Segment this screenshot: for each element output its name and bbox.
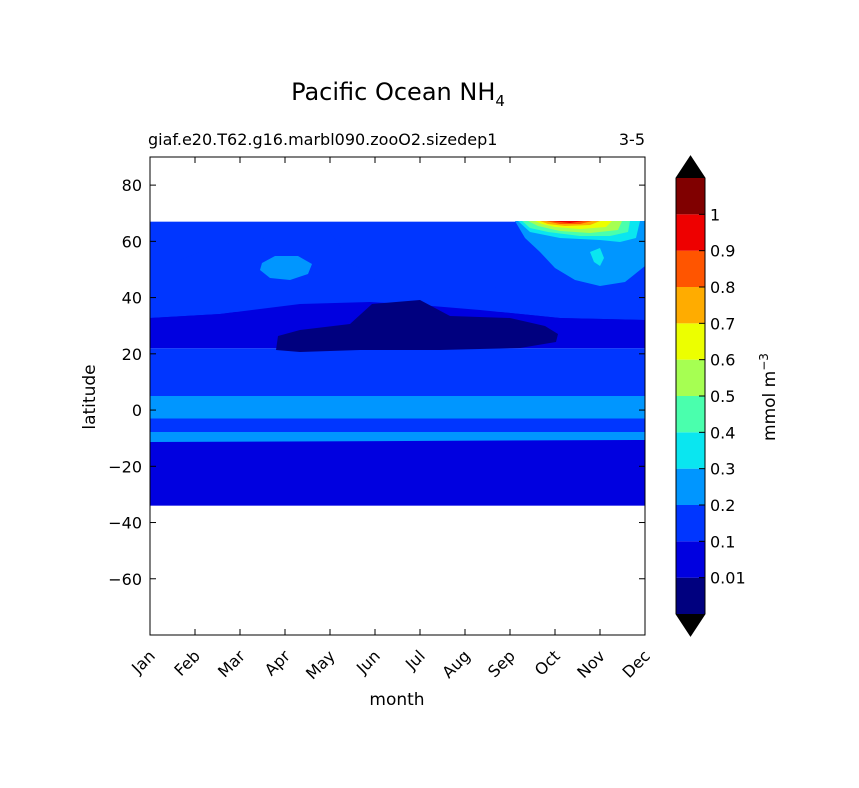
colorbar-segment (676, 577, 705, 614)
y-tick-label: −60 (108, 570, 142, 589)
colorbar-tick-label: 0.2 (710, 496, 735, 515)
colorbar-segment (676, 214, 705, 251)
y-tick-label: 80 (122, 176, 142, 195)
y-tick-label: −40 (108, 514, 142, 533)
x-tick-label: Dec (618, 646, 653, 681)
colorbar-outline (675, 155, 706, 637)
colorbar-extend-under (676, 614, 705, 636)
colorbar-segment (676, 359, 705, 396)
colorbar-tick-label: 0.1 (710, 532, 735, 551)
contour-field (150, 221, 645, 506)
colorbar-segment (676, 287, 705, 324)
x-tick-label: Mar (214, 646, 249, 681)
x-tick-label: Jul (401, 646, 429, 674)
contour-region (150, 432, 645, 442)
contour-region (552, 221, 584, 223)
y-tick-label: 60 (122, 232, 142, 251)
chart-title-subscript: 4 (495, 92, 505, 110)
contour-band (150, 396, 645, 419)
contour-region (276, 300, 558, 352)
colorbar-tick-label: 0.9 (710, 242, 735, 261)
y-axis: −60 −40 −20 0 20 40 60 80 (108, 176, 645, 589)
contour-band (150, 348, 645, 396)
x-tick-label: Jan (127, 646, 159, 678)
colorbar-tick-label: 0.8 (710, 278, 735, 297)
colorbar-segment (676, 323, 705, 360)
colorbar-segment (676, 468, 705, 505)
colorbar-tick-label: 0.4 (710, 423, 735, 442)
contour-band (150, 435, 645, 506)
x-axis-label: month (369, 690, 424, 710)
colorbar-segment (676, 432, 705, 469)
colorbar-extend-over (676, 156, 705, 178)
colorbar-tick-label: 0.6 (710, 351, 735, 370)
contour-region (150, 232, 645, 320)
x-tick-label: Oct (531, 646, 564, 679)
colorbar-segment (676, 541, 705, 578)
y-axis-label: latitude (80, 364, 100, 429)
colorbar-segment (676, 396, 705, 433)
chart-subtitle-left: giaf.e20.T62.g16.marbl090.zooO2.sizedep1 (148, 130, 497, 149)
contour-region (590, 248, 604, 266)
x-tick-label: Sep (484, 646, 519, 681)
colorbar-segment (676, 505, 705, 542)
colorbar-tick-label: 0.3 (710, 460, 735, 479)
plot-frame (149, 156, 646, 636)
chart-subtitle-right: 3-5 (619, 130, 645, 149)
y-tick-label: 20 (122, 345, 142, 364)
contour-band (150, 418, 645, 436)
chart-title: Pacific Ocean NH4 (291, 78, 505, 110)
colorbar-label-superscript: −3 (757, 353, 771, 371)
colorbar-segment (676, 178, 705, 215)
colorbar-tick-label: 1 (710, 205, 720, 224)
x-tick-label: Feb (170, 646, 203, 679)
colorbar-tick-label: 0.7 (710, 314, 735, 333)
colorbar-label: mmol m−3 (757, 353, 780, 441)
x-tick-label: Jun (352, 646, 384, 678)
x-tick-label: May (302, 646, 339, 683)
y-tick-label: 0 (132, 401, 142, 420)
colorbar-tick-label: 0.01 (710, 569, 746, 588)
x-tick-label: Apr (261, 646, 294, 679)
x-tick-label: Aug (438, 646, 474, 682)
colorbar-segment (676, 250, 705, 287)
y-tick-label: −20 (108, 457, 142, 476)
plot-area: Jan Feb Mar Apr May Jun Jul Aug Sep Oct Nov Dec −60… (108, 156, 654, 683)
contour-region (260, 256, 312, 280)
y-tick-label: 40 (122, 289, 142, 308)
colorbar-label-text: mmol m (760, 371, 780, 441)
x-tick-label: Nov (573, 646, 609, 682)
colorbar-tick-label: 0.5 (710, 387, 735, 406)
colorbar: 0.01 0.1 0.2 0.3 0.4 0.5 0.6 0.7 0.8 0.9 1 (675, 155, 746, 637)
